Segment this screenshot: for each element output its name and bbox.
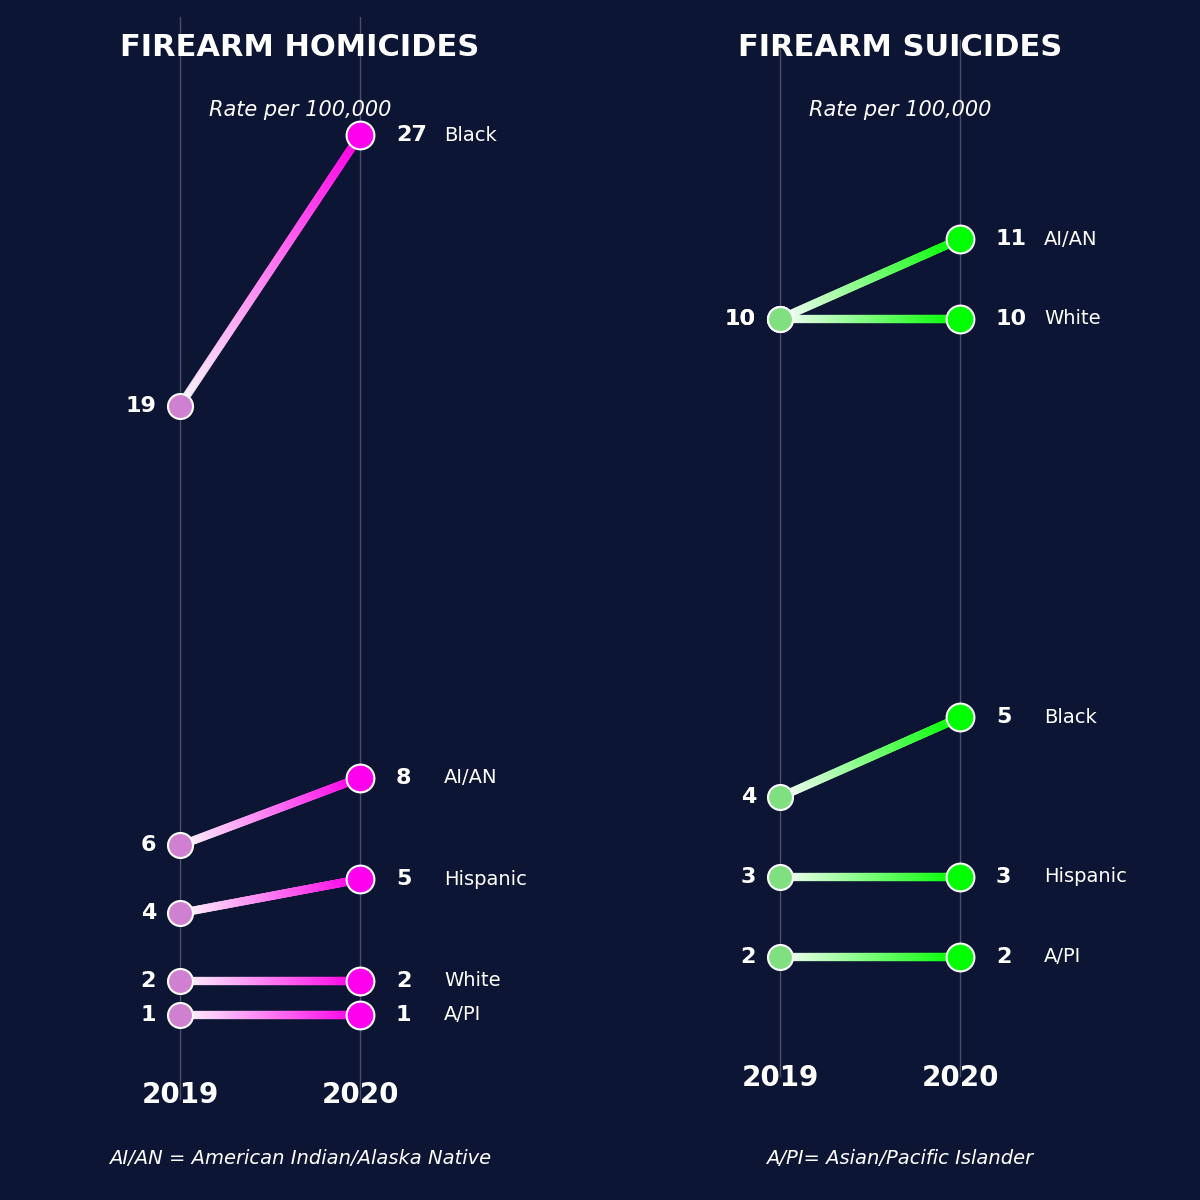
Text: Hispanic: Hispanic bbox=[444, 870, 527, 889]
Text: 5: 5 bbox=[396, 869, 412, 889]
Text: Black: Black bbox=[444, 126, 497, 145]
Text: AI/AN: AI/AN bbox=[1044, 229, 1098, 248]
Text: AI/AN = American Indian/Alaska Native: AI/AN = American Indian/Alaska Native bbox=[109, 1148, 491, 1168]
Text: White: White bbox=[1044, 310, 1100, 329]
Text: A/PI= Asian/Pacific Islander: A/PI= Asian/Pacific Islander bbox=[767, 1148, 1033, 1168]
Text: 3: 3 bbox=[996, 866, 1012, 887]
Text: 2019: 2019 bbox=[142, 1081, 218, 1109]
Text: 2020: 2020 bbox=[922, 1064, 998, 1092]
Text: FIREARM SUICIDES: FIREARM SUICIDES bbox=[738, 34, 1062, 62]
Text: 8: 8 bbox=[396, 768, 412, 788]
Text: 10: 10 bbox=[725, 308, 756, 329]
Text: A/PI: A/PI bbox=[444, 1006, 481, 1024]
Text: Hispanic: Hispanic bbox=[1044, 868, 1127, 887]
Text: A/PI: A/PI bbox=[1044, 947, 1081, 966]
Text: AI/AN: AI/AN bbox=[444, 768, 498, 787]
Text: 2: 2 bbox=[996, 947, 1012, 966]
Text: Black: Black bbox=[1044, 708, 1097, 727]
Text: 3: 3 bbox=[740, 866, 756, 887]
Text: Rate per 100,000: Rate per 100,000 bbox=[809, 101, 991, 120]
Text: 2019: 2019 bbox=[742, 1064, 818, 1092]
Text: 2: 2 bbox=[396, 971, 412, 991]
Text: 10: 10 bbox=[996, 308, 1027, 329]
Text: White: White bbox=[444, 971, 500, 990]
Text: 10: 10 bbox=[725, 308, 756, 329]
Text: 1: 1 bbox=[140, 1004, 156, 1025]
Text: 4: 4 bbox=[140, 904, 156, 923]
Text: 5: 5 bbox=[996, 708, 1012, 727]
Text: 2020: 2020 bbox=[322, 1081, 398, 1109]
Text: 19: 19 bbox=[125, 396, 156, 416]
Text: 11: 11 bbox=[996, 229, 1027, 250]
Text: 2: 2 bbox=[740, 947, 756, 966]
Text: 4: 4 bbox=[740, 787, 756, 808]
Text: Rate per 100,000: Rate per 100,000 bbox=[209, 101, 391, 120]
Text: 2: 2 bbox=[140, 971, 156, 991]
Text: 1: 1 bbox=[396, 1004, 412, 1025]
Text: 6: 6 bbox=[140, 835, 156, 856]
Text: 27: 27 bbox=[396, 125, 427, 145]
Text: FIREARM HOMICIDES: FIREARM HOMICIDES bbox=[120, 34, 480, 62]
